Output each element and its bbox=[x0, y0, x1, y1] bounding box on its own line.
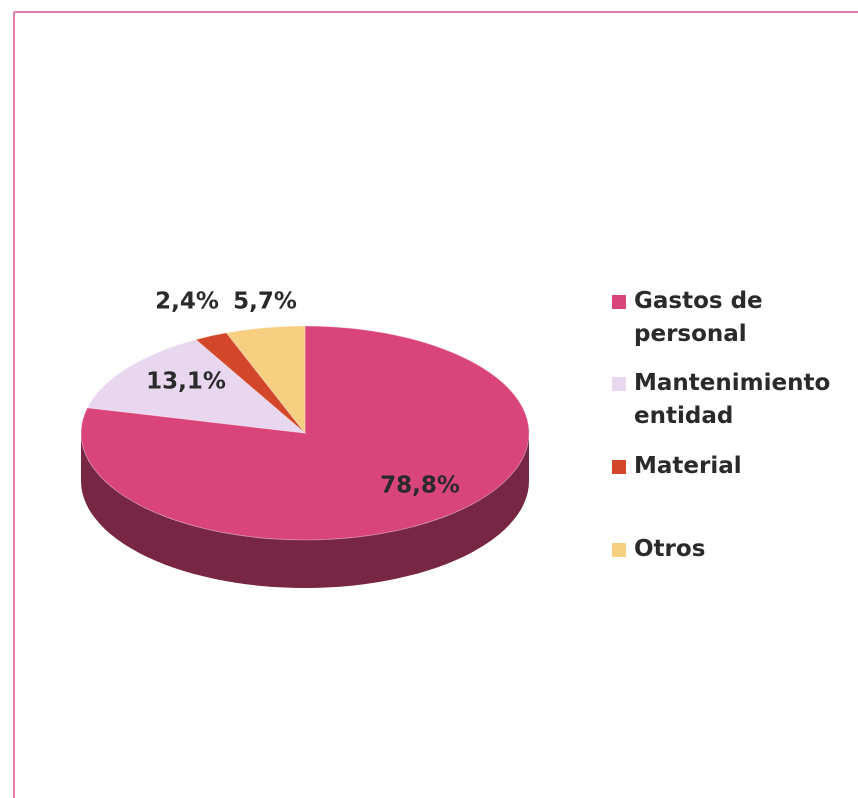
pie-slice bbox=[80, 325, 530, 541]
legend-item: Otros bbox=[612, 533, 849, 566]
legend-swatch bbox=[612, 377, 626, 391]
legend-label: Otros bbox=[634, 536, 706, 562]
legend-item: Material bbox=[612, 450, 849, 483]
legend-swatch bbox=[612, 295, 626, 309]
pie-slice bbox=[225, 325, 306, 435]
legend-item: Mantenimiento entidad bbox=[612, 367, 849, 433]
data-label: 5,7% bbox=[233, 289, 297, 315]
legend-label: Material bbox=[634, 453, 742, 479]
legend-label: Mantenimiento entidad bbox=[634, 370, 831, 429]
data-label: 78,8% bbox=[380, 473, 460, 499]
pie-slice bbox=[86, 339, 307, 434]
legend-label: Gastos de personal bbox=[634, 288, 763, 347]
data-label: 2,4% bbox=[155, 289, 219, 315]
legend-swatch bbox=[612, 460, 626, 474]
pie-side bbox=[81, 433, 529, 588]
legend-swatch bbox=[612, 543, 626, 557]
pie-slice bbox=[194, 332, 306, 434]
legend-item: Gastos de personal bbox=[612, 285, 849, 351]
data-label: 13,1% bbox=[146, 369, 226, 395]
